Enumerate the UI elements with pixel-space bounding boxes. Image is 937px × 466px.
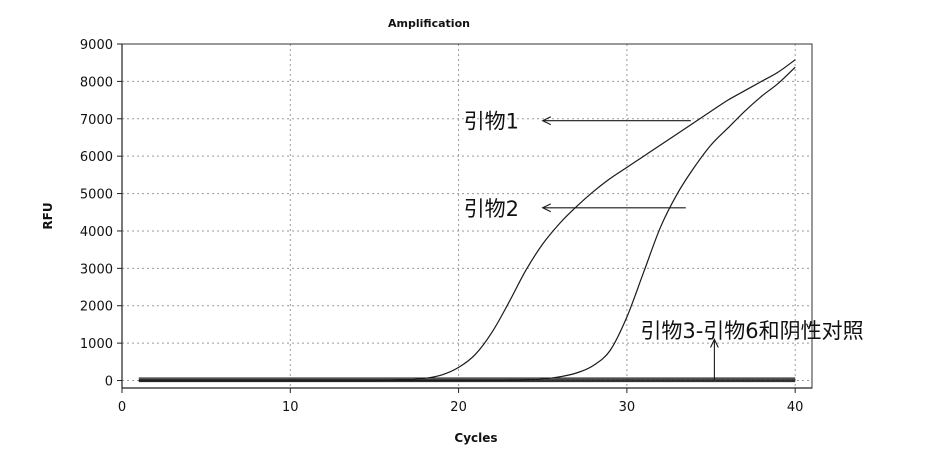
y-tick-label: 0 — [105, 375, 113, 390]
y-tick-label: 3000 — [80, 262, 113, 277]
x-tick-label: 10 — [282, 400, 299, 415]
y-tick-label: 8000 — [80, 75, 113, 90]
annotation-arrowhead-primer2 — [541, 203, 552, 213]
annotation-label-primer1: 引物1 — [464, 110, 519, 134]
y-tick-label: 2000 — [80, 300, 113, 315]
annotation-label-primer3to6: 引物3-引物6和阴性对照 — [640, 319, 863, 343]
annotation-arrowhead-primer1 — [541, 116, 552, 126]
annotations: 引物1 引物2 引物3-引物6和阴性对照 — [464, 110, 864, 381]
x-tick-label: 20 — [450, 400, 467, 415]
y-tick-label: 4000 — [80, 225, 113, 240]
x-tick-label: 40 — [787, 400, 804, 415]
x-tick-label: 0 — [118, 400, 126, 415]
gridlines — [122, 44, 812, 388]
x-axis-label: Cycles — [454, 431, 497, 445]
annotation-label-primer2: 引物2 — [464, 197, 519, 221]
x-tick-label: 30 — [619, 400, 636, 415]
y-tick-label: 6000 — [80, 150, 113, 165]
y-tick-label: 1000 — [80, 337, 113, 352]
series-primer1-curve — [138, 59, 796, 382]
axis-ticks: 0 10 20 30 40 0 1000 2000 3000 4000 5000 6000 7000 80… — [80, 38, 804, 415]
y-tick-label: 5000 — [80, 188, 113, 203]
y-tick-label: 7000 — [80, 113, 113, 128]
series-curves — [138, 59, 796, 383]
annotation-arrowhead-primer3to6 — [710, 338, 719, 348]
chart-title: Amplification — [388, 17, 470, 30]
y-axis-label: RFU — [41, 202, 55, 229]
y-tick-label: 9000 — [80, 38, 113, 53]
